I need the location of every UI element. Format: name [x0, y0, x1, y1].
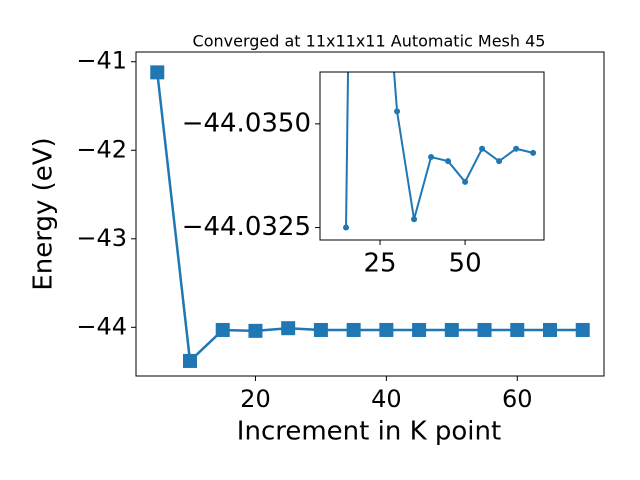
x-tick-label: 25 — [363, 249, 396, 279]
x-tick-label: 20 — [240, 385, 271, 413]
marker — [343, 224, 350, 231]
marker — [346, 322, 361, 337]
marker — [575, 322, 590, 337]
marker — [313, 322, 328, 337]
y-tick-label: −44.0325 — [182, 212, 311, 242]
y-tick-label: −42 — [76, 135, 127, 163]
marker — [248, 323, 263, 338]
marker — [477, 322, 492, 337]
marker — [479, 145, 486, 152]
marker — [394, 108, 401, 115]
marker — [183, 353, 197, 368]
marker — [496, 158, 503, 165]
marker — [445, 158, 452, 165]
axes-frame — [135, 51, 605, 377]
marker — [411, 216, 418, 223]
marker — [379, 322, 394, 337]
x-tick-label: 40 — [371, 385, 402, 413]
marker — [428, 154, 435, 161]
marker — [444, 322, 459, 337]
marker — [513, 145, 520, 152]
marker — [281, 321, 296, 336]
marker — [412, 322, 427, 337]
plot-clip — [343, 72, 537, 231]
marker — [215, 322, 230, 337]
y-axis-label: Energy (eV) — [29, 137, 59, 290]
y-tick-label: −44 — [76, 312, 127, 340]
marker — [543, 322, 557, 337]
x-tick-label: 60 — [502, 385, 533, 413]
y-tick-label: −43 — [76, 224, 127, 252]
x-axis-label: Increment in K point — [237, 417, 501, 447]
marker — [530, 149, 537, 156]
marker — [462, 178, 469, 185]
y-tick-label: −41 — [76, 47, 127, 75]
marker — [150, 65, 165, 80]
x-tick-label: 50 — [449, 249, 482, 279]
marker — [510, 322, 525, 337]
plot-clip — [150, 65, 590, 368]
y-tick-label: −44.0350 — [182, 108, 311, 138]
series-line — [345, 72, 534, 228]
chart-title: Converged at 11x11x11 Automatic Mesh 45 — [193, 32, 546, 51]
axes-frame — [319, 71, 545, 241]
